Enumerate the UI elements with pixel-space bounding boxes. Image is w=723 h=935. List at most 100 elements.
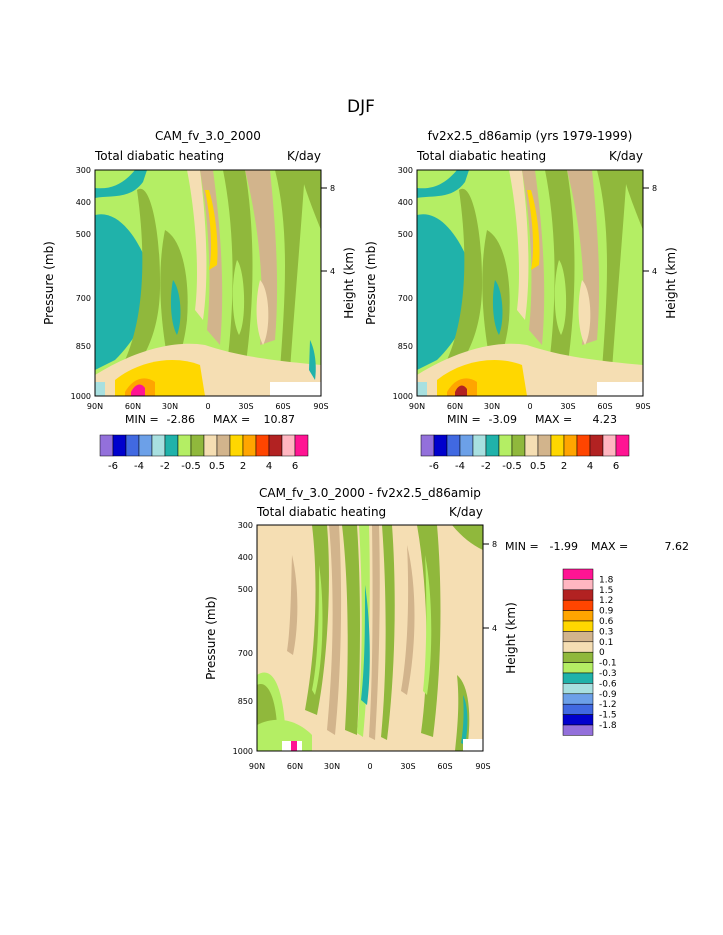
colorbar-label: -0.3	[599, 669, 617, 679]
panel-1-frame	[94, 169, 322, 397]
panel-3-ytick: 500	[238, 585, 253, 594]
panel-3-rtick: 4	[492, 624, 497, 633]
colorbar-label: -0.5	[502, 461, 522, 472]
colorbar-diff: 1.81.51.20.90.60.30.10-0.1-0.3-0.6-0.9-1…	[562, 568, 617, 736]
colorbar-swatch	[255, 434, 270, 457]
panel-2: fv2x2.5_d86amip (yrs 1979-1999) Total di…	[364, 129, 678, 426]
panel-3-field	[257, 525, 483, 751]
panel-2-subtitle: Total diabatic heating	[416, 149, 546, 163]
panel-3-ytick: 700	[238, 649, 253, 658]
panel-1-ytick: 300	[76, 166, 91, 175]
colorbar-swatch	[550, 434, 565, 457]
panel-3-xtick: 30N	[324, 762, 340, 771]
colorbar-label: -6	[108, 461, 118, 472]
colorbar-label: 4	[587, 461, 593, 472]
colorbar-swatch	[242, 434, 257, 457]
colorbar-swatch	[485, 434, 500, 457]
panel-3-min-value: -1.99	[550, 540, 578, 553]
colorbar-label: 4	[266, 461, 272, 472]
panel-3-ylabel: Pressure (mb)	[204, 596, 218, 680]
colorbar-swatch	[498, 434, 513, 457]
colorbar-swatch	[151, 434, 166, 457]
panel-1-ticks: 300 400 500 700 850 1000 8 4 90N 60N 30N…	[71, 166, 335, 411]
panel-2-ylabel-right: Height (km)	[664, 247, 678, 318]
panel-1-ylabel: Pressure (mb)	[42, 241, 56, 325]
colorbar-label: 0.3	[599, 627, 613, 637]
colorbar-swatch	[562, 620, 594, 632]
colorbar-swatch	[524, 434, 539, 457]
panel-1-ytick: 850	[76, 342, 91, 351]
panel-2-units: K/day	[609, 149, 643, 163]
colorbar-swatch	[446, 434, 461, 457]
panel-3-min-label: MIN =	[505, 540, 539, 553]
panel-1: CAM_fv_3.0_2000 Total diabatic heating K…	[42, 129, 356, 426]
colorbar-label: -0.9	[599, 690, 617, 700]
colorbar-swatch	[433, 434, 448, 457]
panel-2-title: fv2x2.5_d86amip (yrs 1979-1999)	[428, 129, 633, 143]
panel-3-xtick: 30S	[400, 762, 415, 771]
colorbar-label: 0.5	[209, 461, 225, 472]
colorbar-swatch	[190, 434, 205, 457]
panel-3-ytick: 300	[238, 521, 253, 530]
colorbar-label: -1.5	[599, 711, 617, 721]
panel-1-xtick: 30N	[162, 402, 178, 411]
panel-2-ylabel: Pressure (mb)	[364, 241, 378, 325]
colorbar-swatch	[164, 434, 179, 457]
colorbar-swatch	[472, 434, 487, 457]
panel-3-xtick: 0	[367, 762, 372, 771]
panel-2-ticks: 300 400 500 700 850 1000 8 4 90N 60N 30N…	[393, 166, 657, 411]
panel-3-max-value: 7.62	[665, 540, 690, 553]
colorbar-swatch	[562, 672, 594, 684]
colorbar-label: 1.2	[599, 596, 613, 606]
panel-2-max-label: MAX =	[535, 413, 572, 426]
panel-1-ylabel-right: Height (km)	[342, 247, 356, 318]
colorbar-label: 2	[561, 461, 567, 472]
colorbar-label: 1.5	[599, 586, 613, 596]
colorbar-label: -0.6	[599, 679, 617, 689]
panel-3-ytick: 400	[238, 553, 253, 562]
colorbar-swatch	[138, 434, 153, 457]
panel-2-ytick: 850	[398, 342, 413, 351]
colorbar-label: -4	[455, 461, 465, 472]
panel-2-xtick: 30S	[560, 402, 575, 411]
panel-1-ytick: 400	[76, 198, 91, 207]
colorbar-swatch	[562, 662, 594, 674]
colorbar-label: 0.9	[599, 607, 614, 617]
panel-2-ytick: 1000	[393, 392, 413, 401]
panel-3-xtick: 60N	[287, 762, 303, 771]
colorbar-swatch	[589, 434, 604, 457]
panel-2-xtick: 60N	[447, 402, 463, 411]
panel-2-min-value: -3.09	[489, 413, 517, 426]
panel-3-xtick: 90N	[249, 762, 265, 771]
panel-1-xtick: 0	[205, 402, 210, 411]
colorbar-label: 0.1	[599, 638, 613, 648]
panel-1-xtick: 90S	[313, 402, 328, 411]
colorbar-swatch	[420, 434, 435, 457]
panel-1-rtick: 8	[330, 184, 335, 193]
panel-1-max-label: MAX =	[213, 413, 250, 426]
colorbar-swatch	[511, 434, 526, 457]
panel-2-xtick: 90S	[635, 402, 650, 411]
colorbar-swatch	[177, 434, 192, 457]
colorbar-label: 1.8	[599, 575, 614, 585]
colorbar-label: -6	[429, 461, 439, 472]
colorbar-swatch	[562, 641, 594, 653]
panel-3-max-label: MAX =	[591, 540, 628, 553]
panel-1-ytick: 500	[76, 230, 91, 239]
colorbar-swatch	[562, 589, 594, 601]
panel-3-ylabel-right: Height (km)	[504, 602, 518, 673]
colorbar-swatch	[562, 651, 594, 663]
panel-3: CAM_fv_3.0_2000 - fv2x2.5_d86amip Total …	[204, 486, 689, 771]
panel-2-ytick: 300	[398, 166, 413, 175]
colorbar-swatch	[563, 434, 578, 457]
colorbar-swatch	[229, 434, 244, 457]
colorbar-label: -4	[134, 461, 144, 472]
colorbar-label: 6	[613, 461, 619, 472]
panel-1-title: CAM_fv_3.0_2000	[155, 129, 261, 143]
colorbar-top-1: -6 -4 -2 -0.5 0.5 2 4 6	[99, 434, 309, 472]
panel-2-xtick: 0	[527, 402, 532, 411]
colorbar-swatch	[216, 434, 231, 457]
panel-1-xtick: 30S	[238, 402, 253, 411]
colorbar-swatch	[562, 631, 594, 643]
